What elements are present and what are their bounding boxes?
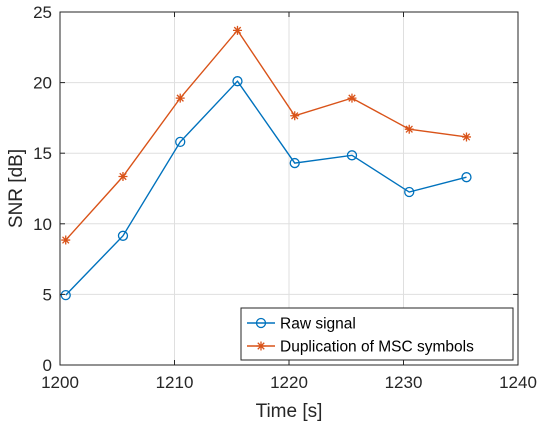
data-point — [404, 186, 415, 198]
legend-marker — [256, 341, 266, 351]
legend-item: Raw signal — [247, 316, 356, 333]
data-point — [346, 150, 358, 161]
series-1 — [60, 76, 472, 301]
data-point — [232, 76, 243, 87]
legend-label: Raw signal — [280, 316, 356, 333]
legend: Raw signal Duplication of MSC symbols — [240, 307, 514, 361]
legend-box — [240, 307, 514, 361]
y-tick-label: 25 — [33, 3, 52, 22]
legend-marker — [255, 317, 267, 329]
data-point — [347, 93, 357, 103]
series-layer — [60, 25, 472, 301]
data-point — [404, 124, 414, 134]
data-point — [289, 157, 300, 169]
data-point — [290, 111, 300, 121]
y-axis-label: SNR [dB] — [6, 149, 27, 228]
data-point — [175, 136, 186, 148]
data-point — [461, 132, 471, 142]
data-point — [117, 230, 129, 241]
y-tick-label: 0 — [43, 356, 52, 375]
y-tick-label: 20 — [33, 74, 52, 93]
axis-ticks: 1200 1210 1220 1230 1240 0 5 10 15 20 25 — [33, 3, 537, 392]
series-line — [65, 29, 467, 241]
data-point — [232, 25, 242, 35]
data-point — [60, 289, 71, 301]
y-tick-label: 10 — [33, 215, 52, 234]
series-2 — [61, 25, 471, 245]
data-point — [118, 171, 128, 181]
y-tick-label: 5 — [43, 285, 52, 304]
x-tick-label: 1200 — [41, 373, 79, 392]
x-tick-label: 1210 — [156, 373, 194, 392]
x-tick-label: 1230 — [385, 373, 423, 392]
legend-item: Duplication of MSC symbols — [247, 339, 474, 356]
x-tick-label: 1220 — [270, 373, 308, 392]
y-tick-label: 15 — [33, 144, 52, 163]
x-axis-label: Time [s] — [256, 401, 323, 422]
data-point — [175, 93, 185, 103]
series-line — [65, 80, 467, 296]
data-point — [61, 235, 71, 245]
legend-items: Raw signal Duplication of MSC symbols — [247, 316, 474, 356]
legend-label: Duplication of MSC symbols — [280, 339, 474, 356]
x-tick-label: 1240 — [499, 373, 537, 392]
data-point — [461, 172, 472, 183]
